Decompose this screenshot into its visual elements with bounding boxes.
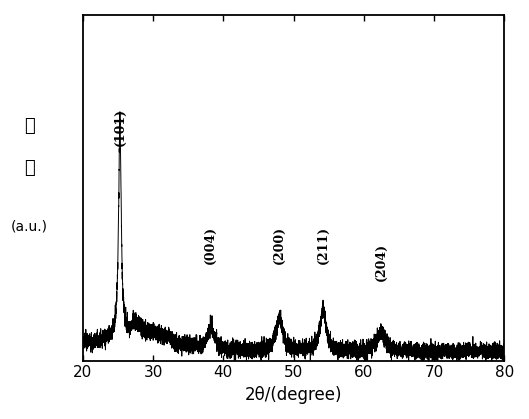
- Text: (200): (200): [273, 226, 286, 264]
- Text: 强: 强: [24, 117, 34, 134]
- Text: (004): (004): [204, 226, 217, 264]
- Text: (211): (211): [316, 226, 330, 264]
- Text: 度: 度: [24, 159, 34, 176]
- Text: (101): (101): [114, 108, 126, 146]
- Text: (a.u.): (a.u.): [11, 219, 48, 233]
- X-axis label: 2θ/(degree): 2θ/(degree): [245, 386, 342, 404]
- Text: (204): (204): [375, 243, 388, 281]
